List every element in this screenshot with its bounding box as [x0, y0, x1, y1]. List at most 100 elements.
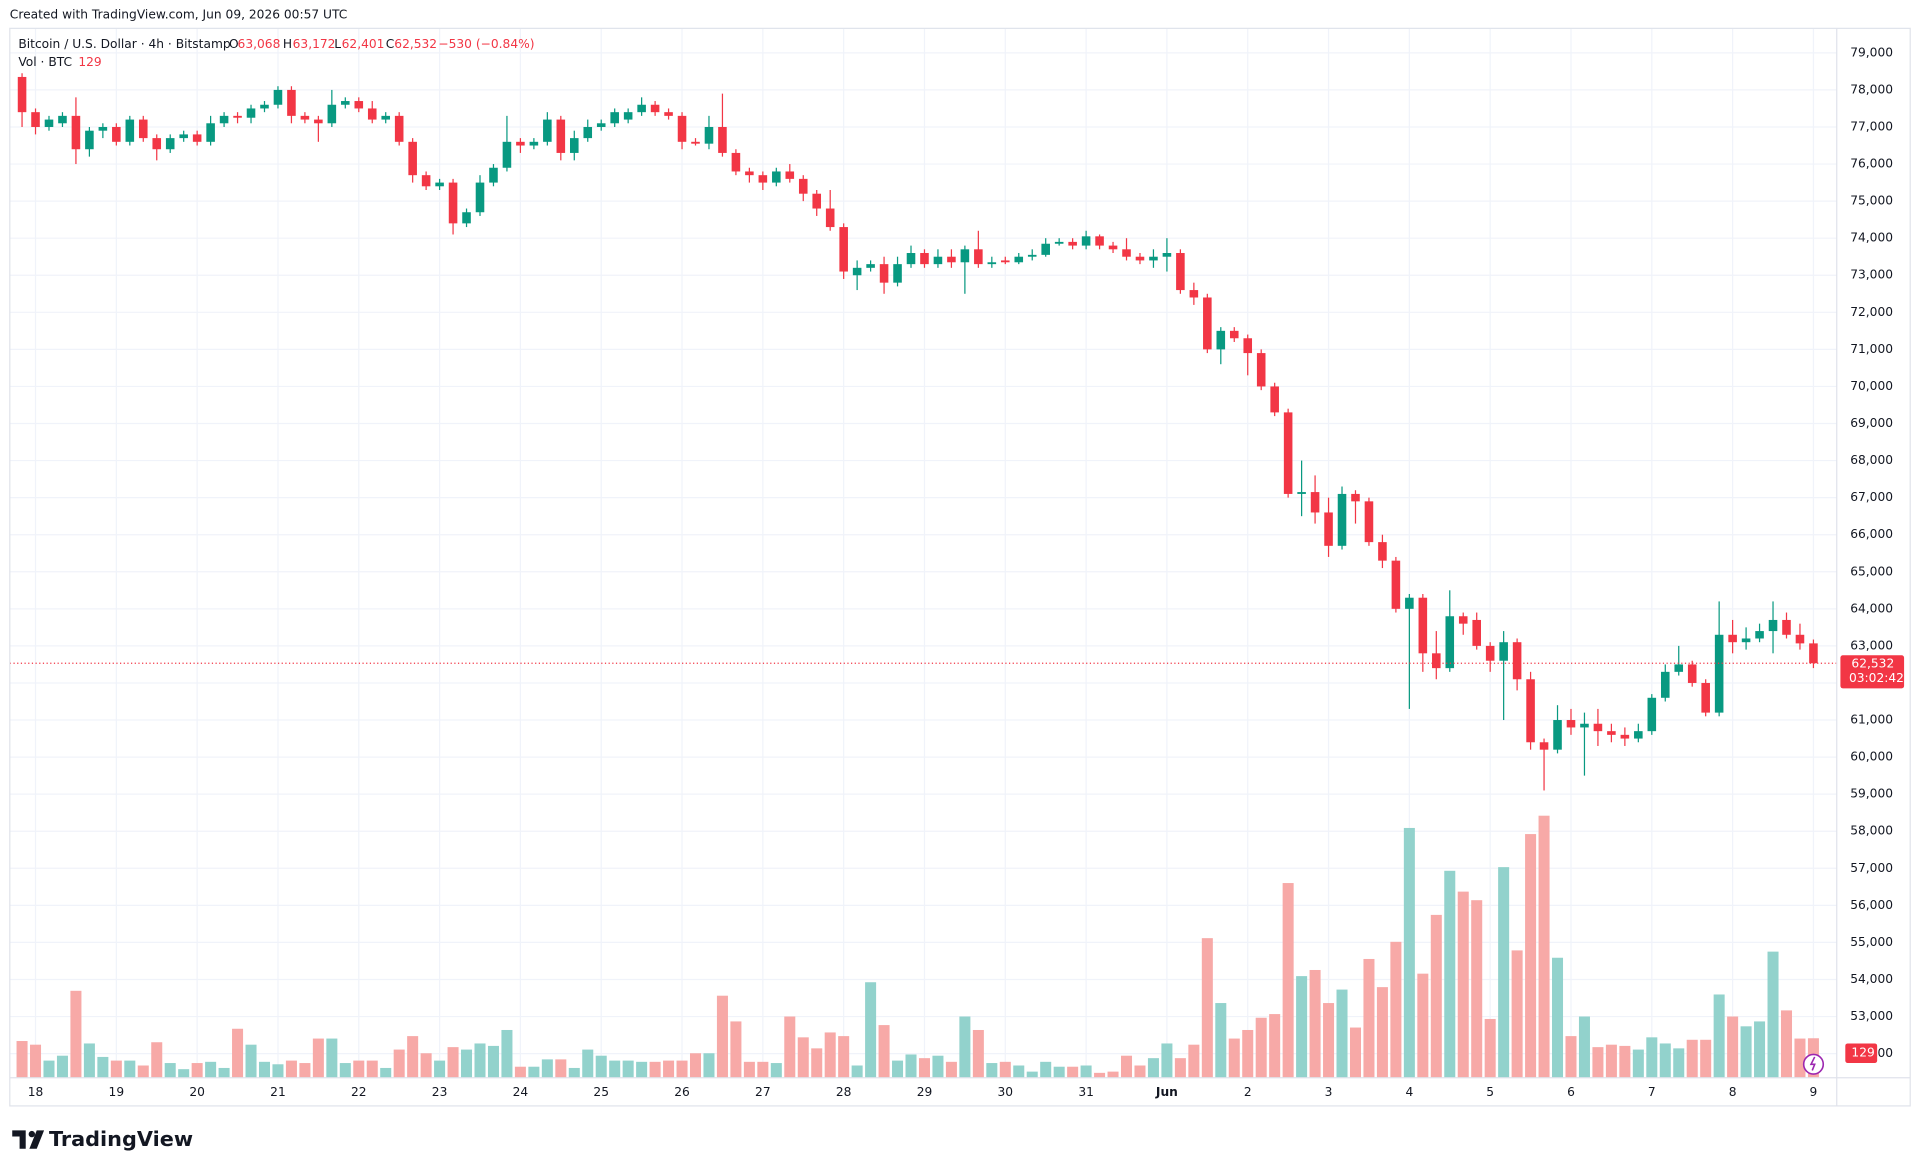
candle-body [1634, 731, 1643, 739]
low-key: L [334, 37, 341, 51]
candle-body [1741, 638, 1751, 643]
candle-body [1229, 330, 1239, 339]
candle-body [1149, 256, 1158, 261]
candle-body [1701, 682, 1710, 713]
candle-body [1176, 253, 1185, 291]
candle-body [529, 141, 539, 146]
volume-bar [1552, 957, 1564, 1078]
y-tick-label: 56,000 [1850, 898, 1893, 912]
candle-body [1041, 243, 1050, 255]
y-tick-label: 59,000 [1850, 787, 1893, 801]
x-tick-label: 18 [28, 1085, 44, 1099]
volume-bar [838, 1036, 850, 1078]
y-tick-label: 75,000 [1850, 194, 1893, 208]
volume-title[interactable]: Vol · BTC [18, 55, 72, 69]
volume-bar [1309, 969, 1321, 1078]
volume-bar [703, 1053, 715, 1078]
low-value: 62,401 [342, 37, 385, 51]
volume-badge [1845, 1043, 1878, 1064]
volume-bar [784, 1016, 796, 1078]
volume-bar [851, 1065, 863, 1078]
candle-body [920, 253, 929, 265]
open-key: O [229, 37, 239, 51]
volume-bar [1147, 1058, 1159, 1078]
candle-body [260, 104, 269, 109]
volume-bar [932, 1055, 944, 1078]
candle-body [623, 112, 633, 120]
logo-icon [12, 1130, 45, 1149]
volume-bar [1780, 1010, 1793, 1078]
volume-bar [461, 1049, 473, 1078]
y-tick-label: 64,000 [1850, 601, 1893, 615]
candle-body [933, 256, 943, 265]
candle-body [1283, 412, 1293, 494]
candle-body [1364, 501, 1374, 543]
volume-bar [514, 1066, 526, 1078]
logo-text: TradingView [49, 1127, 193, 1151]
volume-bar [1053, 1066, 1065, 1078]
volume-bar [1727, 1016, 1739, 1078]
candle-body [1027, 254, 1037, 257]
volume-bar [1471, 900, 1483, 1078]
candle-body [31, 112, 40, 127]
candle-body [974, 249, 983, 265]
volume-bar [30, 1044, 42, 1078]
close-value: 62,532 [394, 37, 437, 51]
x-tick-label: 28 [836, 1085, 852, 1099]
candle-body [812, 193, 822, 209]
candle-body [394, 115, 404, 142]
logo[interactable]: TradingView [12, 1127, 193, 1151]
candle-body [71, 115, 81, 150]
volume-bar [1121, 1055, 1133, 1078]
grid-layer [9, 28, 1837, 1078]
candle-body [987, 262, 997, 265]
candle-body [1014, 256, 1024, 263]
candle-body [1782, 619, 1791, 635]
x-tick-label: 4 [1405, 1085, 1413, 1099]
volume-bar [258, 1061, 271, 1078]
volume-bar [487, 1045, 499, 1078]
candle-body [1216, 330, 1226, 350]
candle-body [367, 108, 377, 120]
volume-bar [865, 982, 877, 1078]
candle-body [1526, 679, 1535, 743]
volume-bar [1067, 1066, 1079, 1078]
candle-body [1580, 723, 1589, 728]
volume-bar [191, 1063, 203, 1078]
volume-bar [1646, 1037, 1658, 1078]
volume-bar [1215, 1003, 1227, 1078]
candle-body [408, 141, 417, 176]
volume-bar [380, 1067, 392, 1078]
candle-body [664, 112, 673, 116]
candle-body [1687, 664, 1697, 683]
volume-bar [43, 1060, 55, 1078]
candle-body [1351, 493, 1360, 502]
volume-bar [339, 1063, 351, 1078]
candle-body [489, 167, 498, 183]
candle-body [287, 89, 296, 116]
candle-body [300, 115, 310, 120]
candle-body [98, 126, 108, 131]
candle-body [1162, 253, 1172, 257]
volume-bar [1619, 1045, 1631, 1078]
x-tick-label: 23 [432, 1085, 448, 1099]
candle-body [1122, 249, 1131, 257]
volume-bar [824, 1032, 836, 1078]
axis-layer: 52,00053,00054,00055,00056,00057,00058,0… [28, 45, 1893, 1099]
volume-bar [272, 1064, 284, 1078]
y-tick-label: 79,000 [1850, 45, 1893, 59]
candle-body [1512, 642, 1522, 680]
candle-body [1095, 236, 1104, 246]
symbol[interactable]: Bitcoin / U.S. Dollar · 4h · Bitstamp [18, 37, 231, 51]
volume-bar [1161, 1043, 1173, 1078]
volume-bar [447, 1047, 459, 1078]
x-tick-label: 31 [1078, 1085, 1094, 1099]
candle-body [219, 115, 229, 124]
candle-body [1472, 619, 1481, 646]
volume-bar [1457, 891, 1469, 1078]
x-tick-label: Jun [1155, 1085, 1178, 1099]
candle-body [947, 256, 956, 263]
created-note: Created with TradingView.com, Jun 09, 20… [10, 7, 348, 21]
candle-body [17, 76, 27, 113]
